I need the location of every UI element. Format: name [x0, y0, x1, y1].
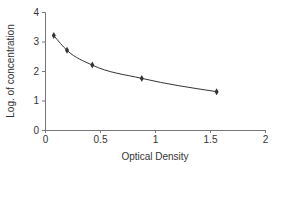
tick: 4 [33, 7, 45, 18]
marker [90, 62, 94, 69]
y-axis-title: Log. of concentration [5, 24, 16, 117]
x-axis: 0 0.5 1 1.5 2 [43, 130, 269, 145]
marker [65, 47, 69, 54]
chart: 0 0.5 1 1.5 2 0 1 2 3 4 Optical Density Log. of con… [0, 0, 300, 200]
tick-label: 1 [153, 134, 159, 145]
marker [140, 75, 144, 82]
tick-label: 1.5 [204, 134, 218, 145]
tick: 1 [153, 130, 159, 145]
tick: 0.5 [94, 130, 108, 145]
tick-label: 0 [33, 125, 39, 136]
y-axis: 0 1 2 3 4 [33, 7, 45, 136]
axis-line [46, 131, 266, 134]
tick-mark [42, 71, 45, 72]
tick: 0 [43, 130, 49, 145]
axis-line [42, 13, 46, 131]
plot-area [52, 32, 219, 95]
marker [215, 88, 219, 95]
x-axis-title: Optical Density [121, 151, 188, 162]
tick-mark [42, 130, 45, 131]
tick-label: 0 [43, 134, 49, 145]
tick-label: 4 [33, 7, 39, 18]
tick-label: 3 [33, 36, 39, 47]
line [54, 36, 217, 92]
tick-mark [42, 42, 45, 43]
tick-label: 1 [33, 95, 39, 106]
tick: 3 [33, 36, 45, 47]
tick-mark [210, 130, 211, 133]
tick-mark [265, 130, 266, 133]
tick: 2 [263, 130, 269, 145]
tick-label: 2 [263, 134, 269, 145]
tick-mark [155, 130, 156, 133]
tick-mark [42, 101, 45, 102]
marker [52, 32, 56, 39]
tick: 0 [33, 125, 45, 136]
tick-mark [42, 12, 45, 13]
tick-mark [100, 130, 101, 133]
tick-label: 0.5 [94, 134, 108, 145]
tick-label: 2 [33, 66, 39, 77]
tick: 1 [33, 95, 45, 106]
tick: 2 [33, 66, 45, 77]
tick: 1.5 [204, 130, 218, 145]
